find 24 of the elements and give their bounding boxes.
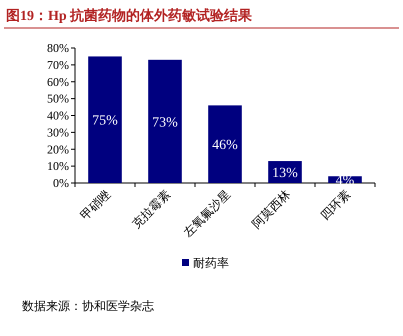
- x-tick-label: 左氧氟沙星: [180, 187, 234, 240]
- y-tick-label: 70%: [47, 58, 69, 72]
- data-label: 73%: [152, 115, 178, 130]
- bar: [148, 60, 182, 183]
- y-tick-label: 40%: [47, 108, 69, 122]
- y-tick-label: 60%: [47, 74, 69, 89]
- y-tick-label: 30%: [47, 125, 69, 140]
- x-tick-label: 甲硝唑: [78, 187, 114, 223]
- y-tick-label: 20%: [47, 142, 69, 156]
- legend-label: 耐药率: [193, 256, 229, 270]
- source-note: 数据来源：协和医学杂志: [22, 299, 154, 313]
- x-tick-label: 四环素: [318, 187, 354, 223]
- bar: [88, 56, 122, 183]
- x-tick-label: 阿莫西林: [249, 187, 294, 232]
- chart-title: 图19：Hp 抗菌药物的体外药敏试验结果: [6, 8, 254, 24]
- data-label: 13%: [272, 166, 298, 182]
- y-tick-label: 0%: [53, 176, 69, 190]
- x-tick-label: 克拉霉素: [129, 187, 174, 232]
- bar: [208, 105, 242, 183]
- y-tick-label: 50%: [47, 92, 69, 106]
- data-label: 46%: [212, 138, 238, 154]
- y-tick-label: 80%: [47, 41, 69, 55]
- y-tick-label: 10%: [47, 159, 69, 174]
- data-label: 75%: [92, 114, 118, 129]
